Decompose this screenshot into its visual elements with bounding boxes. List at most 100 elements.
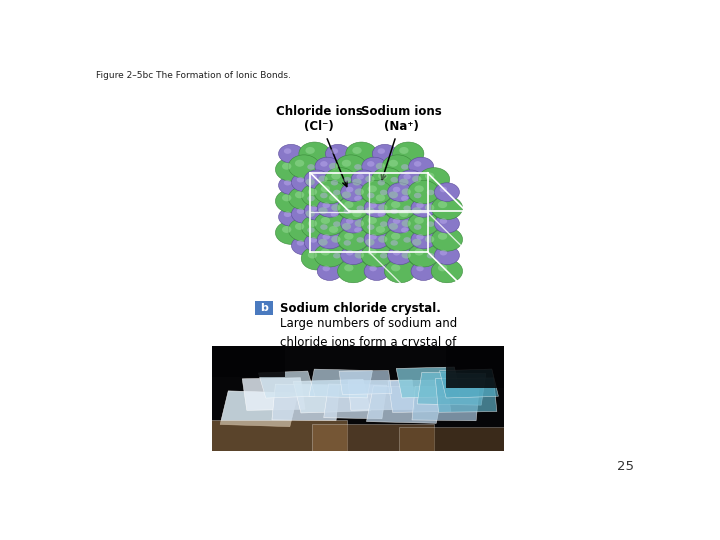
Circle shape bbox=[411, 199, 436, 217]
Circle shape bbox=[438, 265, 447, 272]
Circle shape bbox=[416, 234, 424, 240]
Circle shape bbox=[349, 160, 374, 179]
Circle shape bbox=[338, 173, 364, 192]
Circle shape bbox=[365, 207, 374, 214]
Circle shape bbox=[392, 174, 424, 197]
Circle shape bbox=[343, 177, 351, 183]
Circle shape bbox=[369, 190, 400, 213]
Circle shape bbox=[299, 174, 330, 197]
Circle shape bbox=[284, 180, 292, 185]
FancyBboxPatch shape bbox=[366, 386, 444, 423]
Circle shape bbox=[279, 144, 304, 163]
Circle shape bbox=[307, 188, 318, 195]
Circle shape bbox=[276, 221, 307, 244]
Circle shape bbox=[325, 231, 356, 254]
Circle shape bbox=[391, 201, 400, 208]
Text: Figure 2–5bc The Formation of Ionic Bonds.: Figure 2–5bc The Formation of Ionic Bond… bbox=[96, 71, 290, 80]
Circle shape bbox=[369, 202, 377, 208]
Text: Sodium chloride crystal.: Sodium chloride crystal. bbox=[279, 301, 441, 314]
Circle shape bbox=[354, 195, 361, 201]
Circle shape bbox=[333, 221, 341, 227]
Circle shape bbox=[343, 208, 351, 214]
Circle shape bbox=[438, 233, 447, 240]
Circle shape bbox=[403, 237, 411, 242]
Bar bbox=[446, 346, 504, 388]
Circle shape bbox=[434, 246, 459, 265]
Circle shape bbox=[405, 234, 437, 257]
Circle shape bbox=[305, 170, 329, 188]
Circle shape bbox=[361, 220, 387, 239]
Circle shape bbox=[292, 173, 317, 192]
Circle shape bbox=[374, 186, 400, 205]
Circle shape bbox=[318, 239, 328, 246]
Circle shape bbox=[401, 164, 408, 170]
FancyBboxPatch shape bbox=[339, 370, 392, 395]
Circle shape bbox=[338, 205, 364, 223]
Circle shape bbox=[320, 193, 328, 198]
Circle shape bbox=[372, 144, 397, 163]
Circle shape bbox=[434, 183, 459, 201]
Text: Chloride ions
(Cl⁻): Chloride ions (Cl⁻) bbox=[276, 105, 363, 186]
Circle shape bbox=[344, 201, 354, 208]
Circle shape bbox=[323, 202, 330, 208]
Circle shape bbox=[372, 231, 402, 254]
Circle shape bbox=[310, 174, 317, 179]
Circle shape bbox=[320, 248, 330, 255]
Circle shape bbox=[427, 221, 434, 227]
Circle shape bbox=[330, 212, 338, 217]
Circle shape bbox=[385, 205, 410, 223]
Circle shape bbox=[421, 218, 446, 236]
Circle shape bbox=[431, 260, 462, 283]
Circle shape bbox=[330, 180, 338, 185]
Circle shape bbox=[425, 236, 434, 243]
Circle shape bbox=[390, 208, 398, 214]
Circle shape bbox=[378, 173, 387, 179]
Circle shape bbox=[372, 207, 397, 226]
Circle shape bbox=[307, 227, 315, 233]
Circle shape bbox=[328, 218, 353, 236]
Circle shape bbox=[396, 192, 420, 211]
Circle shape bbox=[393, 218, 400, 224]
Circle shape bbox=[415, 248, 424, 255]
Circle shape bbox=[307, 252, 318, 259]
Circle shape bbox=[318, 176, 328, 183]
FancyBboxPatch shape bbox=[399, 427, 521, 452]
FancyBboxPatch shape bbox=[258, 371, 315, 398]
Circle shape bbox=[392, 142, 424, 165]
Circle shape bbox=[297, 177, 305, 183]
Circle shape bbox=[369, 266, 377, 271]
Circle shape bbox=[320, 224, 328, 230]
Circle shape bbox=[440, 187, 447, 192]
Circle shape bbox=[402, 188, 411, 195]
Circle shape bbox=[301, 184, 333, 207]
Circle shape bbox=[295, 223, 305, 230]
Circle shape bbox=[325, 167, 356, 191]
Circle shape bbox=[418, 167, 450, 191]
Circle shape bbox=[323, 190, 354, 213]
Circle shape bbox=[330, 148, 338, 154]
Circle shape bbox=[414, 193, 421, 198]
Circle shape bbox=[434, 214, 459, 233]
Circle shape bbox=[402, 220, 411, 227]
Circle shape bbox=[318, 262, 342, 280]
Circle shape bbox=[425, 204, 434, 211]
Circle shape bbox=[427, 190, 434, 195]
Circle shape bbox=[367, 224, 374, 230]
Circle shape bbox=[399, 210, 408, 217]
Circle shape bbox=[276, 158, 307, 181]
Circle shape bbox=[351, 233, 377, 252]
Circle shape bbox=[374, 249, 400, 268]
Circle shape bbox=[352, 210, 361, 217]
Circle shape bbox=[384, 228, 415, 251]
Circle shape bbox=[398, 233, 423, 252]
Circle shape bbox=[284, 212, 292, 217]
Circle shape bbox=[393, 250, 400, 255]
Circle shape bbox=[314, 212, 346, 235]
Circle shape bbox=[329, 226, 338, 233]
Circle shape bbox=[323, 266, 330, 271]
Circle shape bbox=[393, 187, 400, 192]
FancyBboxPatch shape bbox=[255, 426, 273, 440]
Circle shape bbox=[356, 206, 364, 211]
FancyBboxPatch shape bbox=[324, 384, 387, 419]
Text: Sodium ions
(Na⁺): Sodium ions (Na⁺) bbox=[361, 105, 441, 180]
